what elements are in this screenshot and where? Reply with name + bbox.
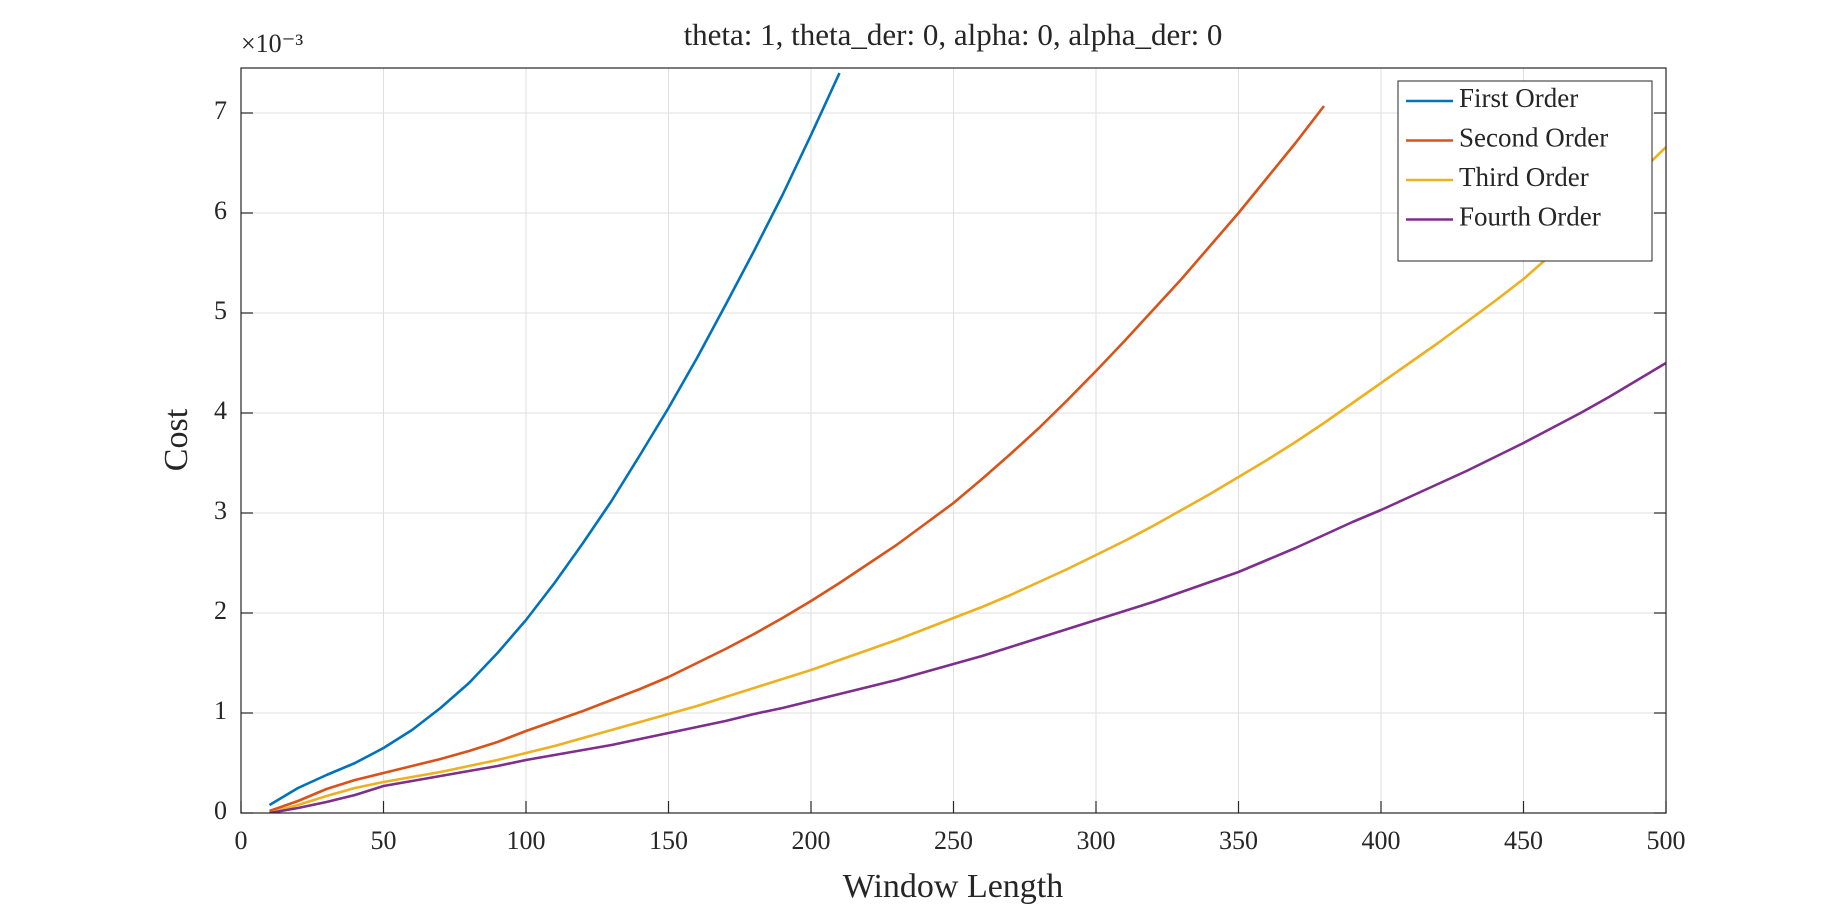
y-tick-label: 7: [214, 96, 227, 125]
x-tick-label: 500: [1647, 826, 1686, 855]
y-tick-label: 5: [214, 296, 227, 325]
x-tick-label: 300: [1077, 826, 1116, 855]
y-tick-label: 4: [214, 396, 227, 425]
series-line: [269, 146, 1666, 813]
y-tick-label: 2: [214, 596, 227, 625]
legend-label: Fourth Order: [1459, 202, 1601, 232]
y-tick-label: 0: [214, 796, 227, 825]
legend-box: [1397, 80, 1653, 262]
y-tick-label: 3: [214, 496, 227, 525]
x-tick-label: 50: [371, 826, 397, 855]
legend-label: Second Order: [1459, 123, 1608, 153]
y-exponent: ×10⁻³: [241, 29, 303, 58]
x-tick-label: 150: [649, 826, 688, 855]
x-tick-label: 0: [235, 826, 248, 855]
legend-label: First Order: [1459, 83, 1578, 113]
x-axis-label: Window Length: [843, 868, 1064, 905]
y-tick-label: 1: [214, 696, 227, 725]
chart-title: theta: 1, theta_der: 0, alpha: 0, alpha_…: [684, 17, 1223, 52]
series-line: [269, 361, 1666, 813]
x-tick-label: 250: [934, 826, 973, 855]
series-line: [269, 105, 1326, 813]
legend-label: Third Order: [1459, 162, 1589, 192]
x-tick-label: 450: [1504, 826, 1543, 855]
series-line: [268, 72, 841, 807]
x-tick-label: 200: [792, 826, 831, 855]
y-tick-label: 6: [214, 196, 227, 225]
x-tick-label: 400: [1362, 826, 1401, 855]
x-tick-label: 350: [1219, 826, 1258, 855]
y-axis-label: Cost: [158, 408, 195, 471]
x-tick-label: 100: [507, 826, 546, 855]
